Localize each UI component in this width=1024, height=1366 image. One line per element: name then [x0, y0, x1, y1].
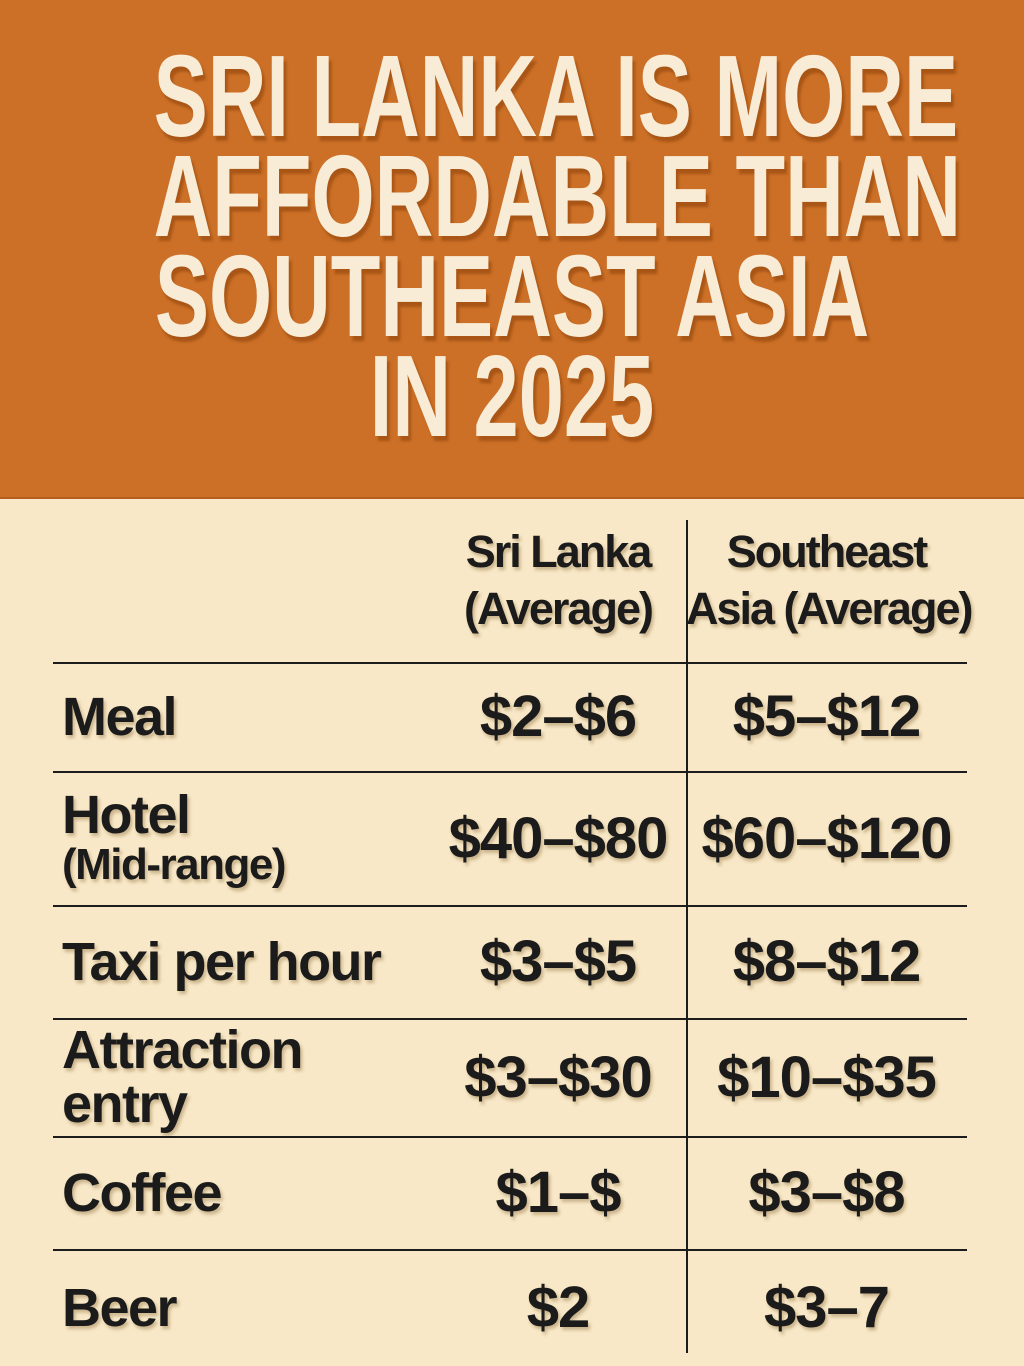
row-label-text: Coffee [62, 1162, 223, 1223]
southeast-asia-value: $3–$8 [748, 1160, 905, 1225]
southeast-asia-value: $60–$120 [701, 805, 952, 871]
southeast-asia-value: $5–$12 [732, 684, 922, 749]
row-label: Attraction entry [53, 1023, 430, 1131]
sri-lanka-value: $1–$ [495, 1160, 621, 1225]
table-header-row: Sri Lanka (Average) Southeast Asia (Aver… [53, 497, 973, 662]
row-divider [53, 1136, 967, 1138]
header-southeast-line2: Asia (Average) [686, 582, 973, 634]
row-divider [53, 1249, 967, 1251]
southeast-asia-value: $10–$35 [717, 1044, 937, 1110]
table-row-meal: Meal $2–$6 $5–$12 [53, 662, 967, 771]
title-line-3: SOUTHEAST ASIA [154, 231, 870, 361]
row-label: Beer [53, 1281, 430, 1335]
table-row-hotel: Hotel (Mid-range) $40–$80 $60–$120 [53, 771, 967, 905]
header-sri-lanka-line1: Sri Lanka [465, 525, 653, 577]
header-southeast-line1: Southeast [726, 525, 929, 577]
sri-lanka-value: $2–$6 [479, 684, 637, 749]
row-label: Taxi per hour [53, 935, 430, 989]
row-divider [53, 771, 967, 773]
header-southeast-asia: Southeast Asia (Average) [686, 523, 973, 637]
sri-lanka-value: $3–$30 [464, 1044, 653, 1110]
row-label-text: Beer [62, 1277, 178, 1338]
column-divider [686, 520, 688, 1353]
row-label-text: Hotel [62, 785, 191, 845]
title-line-1: SRI LANKA IS MORE [153, 31, 959, 161]
title-banner: SRI LANKA IS MORE AFFORDABLE THAN SOUTHE… [0, 0, 1024, 499]
row-label-text: Taxi per hour [62, 931, 382, 992]
title-line-2: AFFORDABLE THAN [153, 131, 962, 261]
table-row-taxi: Taxi per hour $3–$5 $8–$12 [53, 905, 967, 1018]
sri-lanka-value: $2 [526, 1275, 591, 1340]
row-divider [53, 1018, 967, 1020]
sri-lanka-value: $40–$80 [448, 805, 669, 871]
header-sri-lanka-line2: (Average) [464, 582, 654, 634]
row-divider [53, 662, 967, 664]
southeast-asia-value: $8–$12 [732, 929, 922, 994]
row-label: Coffee [53, 1166, 430, 1220]
title-line-4: IN 2025 [369, 331, 655, 461]
row-divider [53, 905, 967, 907]
row-label: Meal [53, 690, 430, 744]
southeast-asia-value: $3–7 [763, 1275, 890, 1340]
row-label-text: Meal [62, 686, 178, 747]
table-row-beer: Beer $2 $3–7 [53, 1249, 967, 1366]
table-row-attraction: Attraction entry $3–$30 $10–$35 [53, 1018, 967, 1136]
table-row-coffee: Coffee $1–$ $3–$8 [53, 1136, 967, 1249]
header-sri-lanka: Sri Lanka (Average) [430, 523, 686, 637]
poster-title: SRI LANKA IS MORE AFFORDABLE THAN SOUTHE… [0, 31, 1024, 461]
sri-lanka-value: $3–$5 [479, 929, 637, 994]
row-label: Hotel (Mid-range) [53, 788, 430, 888]
row-label-text: Attraction entry [62, 1020, 304, 1134]
row-sublabel-text: (Mid-range) [62, 840, 287, 889]
